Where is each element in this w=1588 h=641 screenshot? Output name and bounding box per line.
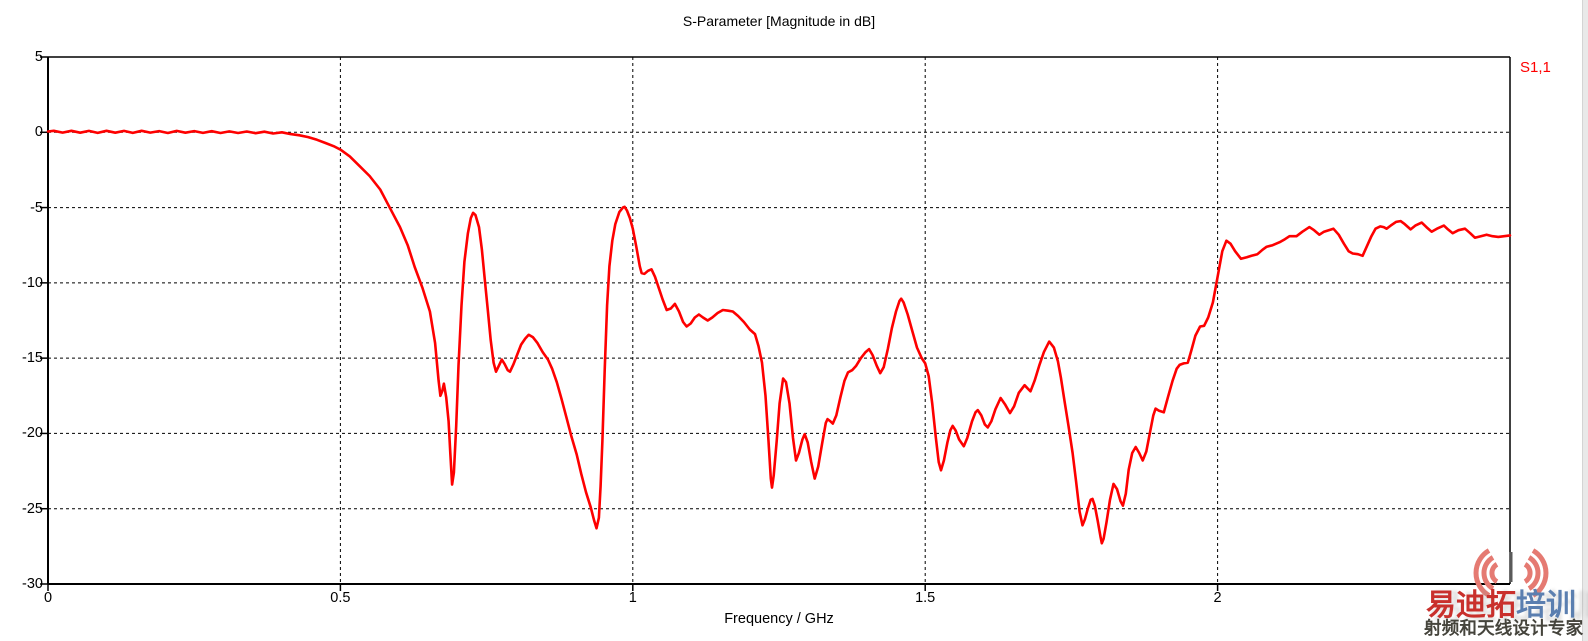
y-tick-label--25: -25 xyxy=(22,500,43,517)
y-tick-label-5: 5 xyxy=(34,49,43,65)
y-tick-label--5: -5 xyxy=(30,199,43,216)
x-tick-label-2: 2 xyxy=(1213,590,1222,606)
watermark-ghost-text: 易迪拓培训 xyxy=(1430,588,1588,625)
chart-title: S-Parameter [Magnitude in dB] xyxy=(682,13,876,29)
series-curve-S1,1 xyxy=(46,129,1512,545)
y-tick-label--20: -20 xyxy=(22,425,43,442)
y-tick-label--30: -30 xyxy=(22,576,43,592)
watermark-tagline: 射频和天线设计专家 xyxy=(1424,618,1584,638)
y-tick-label--10: -10 xyxy=(22,274,43,291)
x-tick-label-0.5: 0.5 xyxy=(330,590,351,606)
x-tick-label-1.5: 1.5 xyxy=(915,590,936,606)
y-tick-label-0: 0 xyxy=(34,124,43,141)
x-axis-title: Frequency / GHz xyxy=(724,611,834,627)
x-tick-label-0: 0 xyxy=(43,590,53,606)
watermark-logo: 易迪拓培训 易迪拓培训 射频和天线设计专家 xyxy=(1420,518,1588,641)
legend-s11-label: S1,1 xyxy=(1520,59,1551,76)
window-edge-strip xyxy=(1582,0,1588,641)
x-tick-label-1: 1 xyxy=(628,590,637,606)
watermark-brand-text: 易迪拓培训 xyxy=(1426,580,1588,624)
brand-text-blue: 培训 xyxy=(1516,589,1576,622)
brand-text-red: 易迪拓 xyxy=(1426,589,1516,622)
y-tick-label--15: -15 xyxy=(22,350,43,367)
antenna-icon xyxy=(1473,548,1549,598)
